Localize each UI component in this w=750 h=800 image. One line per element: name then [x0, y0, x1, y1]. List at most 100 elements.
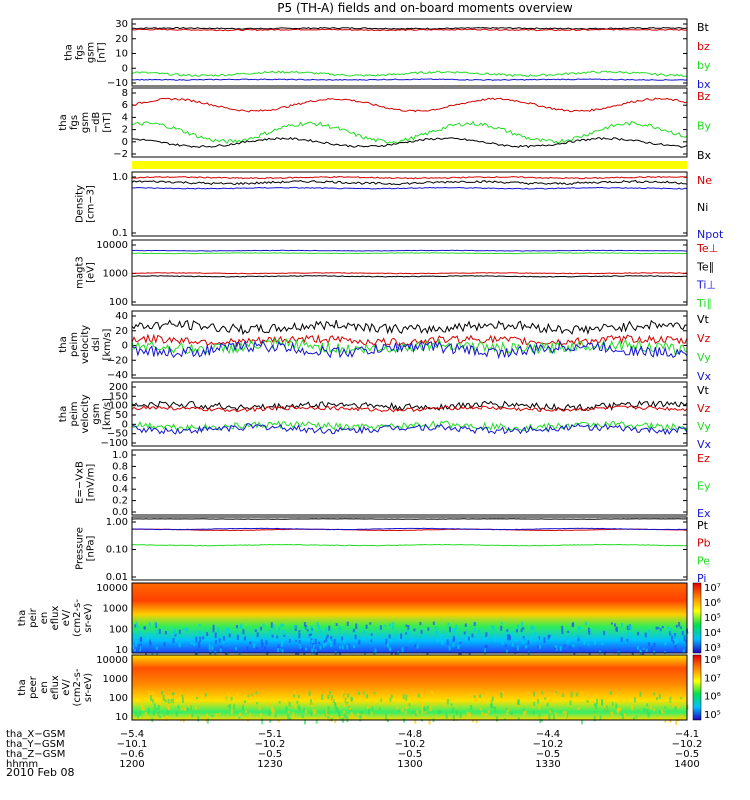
- spectrogram-pixel: [416, 710, 419, 715]
- y-tick-label: 6: [122, 100, 128, 111]
- panel-p10: thapeerenefluxeV/(cm2-s-sr-eV)10000 1000 1…: [17, 654, 721, 725]
- spectrogram-pixel: [428, 718, 431, 725]
- spectrogram-pixel: [313, 696, 316, 700]
- y-tick-label: −40: [107, 370, 128, 381]
- spectrogram-pixel: [212, 628, 215, 633]
- spectrogram-pixel: [596, 698, 599, 705]
- spectrogram-pixel: [288, 639, 291, 643]
- spectrogram-pixel: [615, 694, 618, 699]
- spectrogram-pixel: [418, 649, 421, 653]
- spectrogram-pixel: [500, 692, 503, 698]
- spectrogram-pixel: [455, 624, 458, 630]
- ylabel-line: eV/: [61, 679, 72, 696]
- y-tick-label: 100: [109, 401, 128, 412]
- spectrogram-pixel: [479, 708, 482, 711]
- spectrogram-pixel: [371, 706, 374, 712]
- spectrogram-pixel: [269, 629, 272, 635]
- spectrogram-pixel: [494, 706, 497, 712]
- x-row-label: tha_X−GSM: [6, 729, 65, 740]
- spectrogram-pixel: [581, 719, 584, 725]
- spectrogram-pixel: [650, 646, 653, 653]
- panel-frame-p3: [131, 171, 688, 237]
- spectrogram-pixel: [303, 622, 306, 627]
- spectrogram-pixel: [133, 648, 136, 652]
- spectrogram-pixel: [423, 633, 426, 638]
- spectrogram-pixel: [375, 648, 378, 654]
- spectrogram-pixel: [457, 648, 460, 653]
- spectrogram-pixel: [548, 634, 551, 638]
- spectrogram-pixel: [347, 643, 350, 650]
- spectrogram-pixel: [508, 634, 511, 639]
- spectrogram-pixel: [442, 640, 445, 644]
- spectrogram-pixel: [345, 715, 348, 719]
- x-tick-label: −4.8: [398, 729, 422, 740]
- spectrogram-pixel: [155, 707, 158, 711]
- legend-label-p2: By: [697, 120, 712, 133]
- spectrogram-pixel: [637, 634, 640, 640]
- spectrogram-pixel: [674, 706, 677, 712]
- spectrogram-pixel: [593, 712, 596, 717]
- spectrogram-pixel: [272, 710, 275, 716]
- series-line-p8-2: [131, 543, 688, 547]
- spectrogram-pixel: [594, 703, 597, 707]
- spectrogram-pixel: [501, 641, 504, 645]
- spectrogram-pixel: [434, 626, 437, 630]
- spectrogram-pixel: [658, 693, 661, 700]
- spectrogram-pixel: [385, 699, 388, 706]
- spectrogram-pixel: [249, 641, 252, 645]
- spectrogram-pixel: [410, 640, 413, 643]
- spectrogram-pixel: [135, 621, 138, 627]
- spectrogram-pixel: [203, 637, 206, 641]
- panel-p8: Pressure[nPa] 1.00 0.10 0.01 Pt Pb Pe Pi: [75, 516, 711, 585]
- spectrogram-pixel: [588, 652, 591, 656]
- spectrogram-pixel: [446, 698, 449, 705]
- spectrogram-pixel: [254, 629, 257, 632]
- spectrogram-pixel: [150, 633, 153, 636]
- spectrogram-pixel: [135, 641, 138, 647]
- spectrogram-pixel: [281, 641, 284, 647]
- spectrogram-pixel: [611, 712, 614, 717]
- spectrogram-pixel: [593, 715, 596, 722]
- spectrogram-pixel: [242, 629, 245, 635]
- spectrogram-pixel: [255, 691, 258, 695]
- y-tick-label: 40: [115, 311, 128, 322]
- spectrogram-pixel: [626, 638, 629, 642]
- spectrogram-pixel: [355, 623, 358, 630]
- spectrogram-pixel: [324, 627, 327, 633]
- spectrogram-pixel: [389, 648, 392, 652]
- spectrogram-pixel: [647, 712, 650, 718]
- spectrogram-pixel: [620, 637, 623, 642]
- spectrogram-pixel: [167, 698, 170, 704]
- spectrogram-pixel: [452, 641, 455, 648]
- spectrogram-pixel: [298, 632, 301, 639]
- spectrogram-pixel: [302, 649, 305, 653]
- spectrogram-pixel: [282, 629, 285, 635]
- spectrogram-pixel: [479, 694, 482, 698]
- spectrogram-pixel: [228, 704, 231, 710]
- x-row-label: tha_Y−GSM: [6, 739, 65, 750]
- spectrogram-pixel: [650, 705, 653, 710]
- spectrogram-pixel: [604, 708, 607, 711]
- spectrogram-pixel: [445, 713, 448, 719]
- spectrogram-pixel: [214, 632, 217, 639]
- spectrogram-pixel: [405, 694, 408, 701]
- spectrogram-pixel: [538, 636, 541, 640]
- ylabel-line: sr-eV): [83, 673, 94, 702]
- spectrogram-pixel: [166, 709, 169, 716]
- spectrogram-pixel: [135, 649, 138, 654]
- spectrogram-pixel: [571, 623, 574, 628]
- spectrogram-pixel: [579, 647, 582, 653]
- series-line-p4-1: [131, 275, 687, 278]
- series-line-p2-0: [131, 97, 688, 113]
- spectrogram-pixel: [338, 711, 341, 717]
- spectrogram-pixel: [604, 698, 607, 705]
- spectrogram-pixel: [281, 696, 284, 702]
- x-tick-label: 1300: [397, 759, 422, 770]
- spectrogram-pixel: [655, 626, 658, 630]
- ylabel-line: eflux: [50, 675, 61, 700]
- spectrogram-pixel: [639, 691, 642, 697]
- colorbar-p10: [692, 654, 702, 721]
- spectrogram-pixel: [674, 640, 677, 646]
- spectrogram-pixel: [615, 703, 618, 709]
- spectrogram-pixel: [599, 695, 602, 701]
